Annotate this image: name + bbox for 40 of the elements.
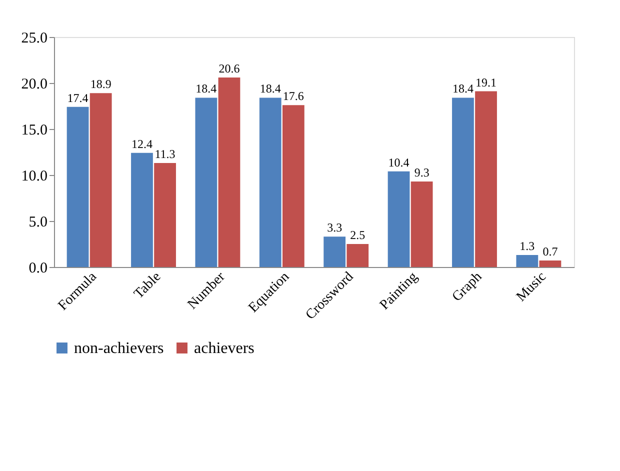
bar — [154, 163, 176, 267]
y-tick-label: 0.0 — [28, 260, 48, 276]
data-label: 18.4 — [452, 82, 474, 96]
data-label: 2.5 — [350, 228, 366, 242]
legend-label: non-achievers — [74, 340, 164, 357]
data-label: 11.3 — [154, 147, 176, 162]
data-label: 18.4 — [260, 82, 281, 96]
y-tick-label: 15.0 — [21, 122, 48, 138]
bar — [388, 171, 410, 267]
data-label: 19.1 — [476, 75, 497, 90]
bar — [410, 181, 433, 267]
data-label: 17.6 — [282, 89, 304, 104]
data-label: 3.3 — [327, 220, 342, 235]
bar — [131, 152, 153, 267]
bar — [475, 91, 497, 267]
bar — [516, 255, 538, 267]
bar — [346, 244, 369, 267]
bar — [259, 98, 282, 267]
data-label: 10.4 — [388, 155, 410, 170]
data-label: 12.4 — [131, 136, 152, 151]
y-tick-label: 10.0 — [21, 168, 48, 184]
data-label: 9.3 — [414, 165, 430, 180]
bar — [282, 105, 304, 267]
bar — [324, 236, 346, 267]
y-tick-label: 20.0 — [21, 76, 48, 92]
bar — [195, 98, 218, 267]
data-label: 18.4 — [196, 82, 217, 96]
y-tick-label: 5.0 — [28, 214, 48, 230]
bar — [66, 106, 89, 267]
data-label: 18.9 — [90, 77, 112, 92]
y-tick-label: 25.0 — [21, 30, 48, 46]
legend-label: achievers — [194, 340, 254, 357]
bar — [218, 77, 240, 267]
data-label: 20.6 — [218, 61, 240, 76]
bar — [90, 93, 112, 267]
bar — [539, 260, 562, 267]
data-label: 0.7 — [542, 244, 558, 259]
bar — [452, 98, 474, 267]
data-label: 17.4 — [67, 90, 88, 105]
data-label: 1.3 — [520, 239, 535, 254]
